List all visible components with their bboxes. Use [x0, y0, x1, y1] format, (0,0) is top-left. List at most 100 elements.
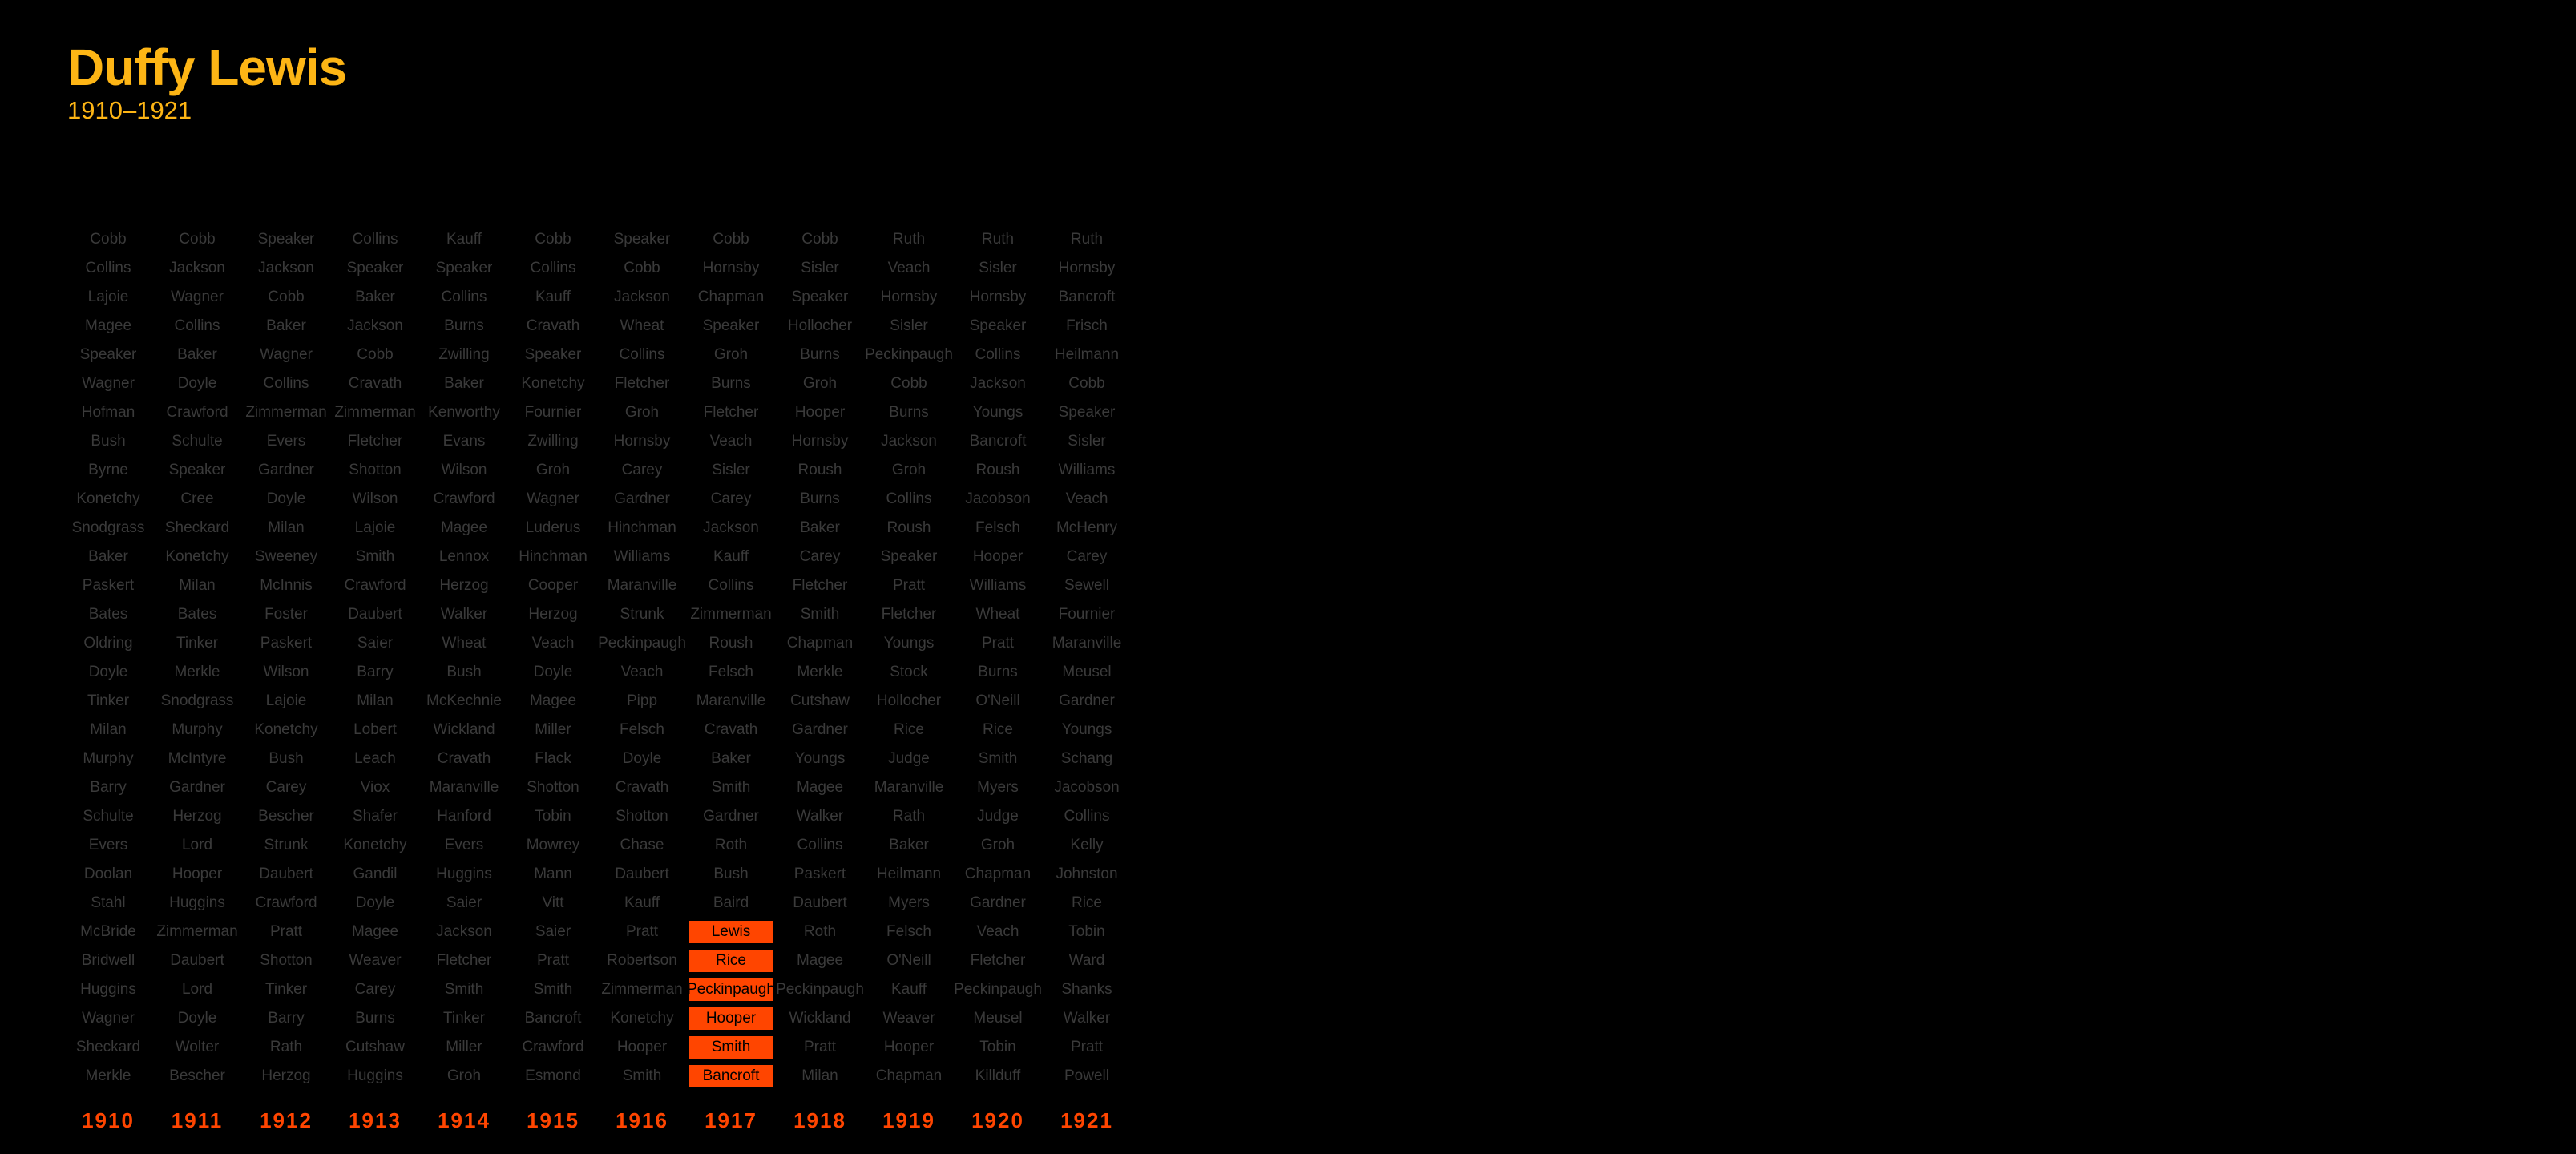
- name-cell: Hooper: [172, 866, 223, 882]
- name-cell: Evers: [266, 433, 306, 450]
- name-cell: Collins: [263, 375, 309, 392]
- name-cell: Wagner: [171, 288, 224, 305]
- name-cell: Milan: [801, 1067, 838, 1084]
- name-cell: Cobb: [535, 231, 571, 248]
- name-cell: Carey: [265, 779, 307, 796]
- name-cell: Cravath: [704, 721, 758, 738]
- name-cell: Strunk: [264, 837, 309, 853]
- name-cell: Ruth: [981, 231, 1015, 248]
- name-cell: Speaker: [969, 317, 1027, 334]
- name-cell: Speaker: [1058, 404, 1116, 421]
- name-cell: Hornsby: [702, 260, 760, 276]
- name-cell: Lajoie: [87, 288, 129, 305]
- name-cell: Wagner: [82, 375, 135, 392]
- name-cell: Burns: [355, 1010, 395, 1027]
- name-cell: Wilson: [441, 462, 487, 478]
- name-cell: Collins: [174, 317, 220, 334]
- name-cell: Walker: [440, 606, 488, 623]
- name-cell: Cobb: [90, 231, 127, 248]
- highlighted-name-cell: Peckinpaugh: [689, 978, 773, 1001]
- year-label: 1916: [616, 1108, 668, 1132]
- name-cell: Fletcher: [436, 952, 492, 969]
- name-cell: Evers: [444, 837, 484, 853]
- name-cell: Rice: [1071, 894, 1102, 911]
- name-cell: Fletcher: [881, 606, 937, 623]
- name-cell: Roth: [714, 837, 748, 853]
- name-cell: Groh: [446, 1067, 482, 1084]
- name-cell: Meusel: [973, 1010, 1023, 1027]
- name-cell: Chapman: [786, 635, 854, 652]
- name-cell: Williams: [969, 577, 1027, 594]
- name-cell: Baker: [177, 346, 217, 363]
- name-cell: Smith: [711, 779, 751, 796]
- name-cell: Powell: [1064, 1067, 1109, 1084]
- name-cell: Burns: [444, 317, 484, 334]
- year-label: 1914: [438, 1108, 491, 1132]
- name-cell: Zimmerman: [690, 606, 772, 623]
- year-label: 1921: [1060, 1108, 1113, 1132]
- name-cell: Strunk: [620, 606, 664, 623]
- name-cell: Smith: [355, 548, 395, 565]
- name-cell: Viox: [360, 779, 390, 796]
- year-label: 1911: [171, 1108, 224, 1132]
- name-cell: Hinchman: [519, 548, 587, 565]
- name-cell: Chapman: [875, 1067, 943, 1084]
- name-cell: Gardner: [792, 721, 848, 738]
- name-cell: Jackson: [614, 288, 670, 305]
- name-cell: Paskert: [793, 866, 846, 882]
- name-cell: Doyle: [533, 664, 573, 680]
- name-cell: Gardner: [169, 779, 225, 796]
- name-cell: Flack: [535, 750, 571, 767]
- name-cell: Fletcher: [703, 404, 759, 421]
- name-cell: Crawford: [522, 1039, 584, 1055]
- name-cell: Baker: [88, 548, 128, 565]
- name-cell: Collins: [797, 837, 843, 853]
- name-cell: Schulte: [172, 433, 223, 450]
- name-cell: Cravath: [615, 779, 669, 796]
- name-cell: Kauff: [535, 288, 571, 305]
- name-cell: Doolan: [83, 866, 133, 882]
- name-cell: Youngs: [794, 750, 846, 767]
- name-cell: McKechnie: [426, 692, 502, 709]
- name-cell: Collins: [85, 260, 131, 276]
- highlighted-name-cell: Rice: [689, 950, 773, 972]
- name-cell: Gardner: [614, 490, 670, 507]
- name-cell: Jackson: [703, 519, 759, 536]
- name-cell: Roth: [803, 923, 837, 940]
- name-cell: Rice: [893, 721, 924, 738]
- name-cell: Konetchy: [343, 837, 407, 853]
- name-cell: Bush: [446, 664, 482, 680]
- name-cell: Collins: [1064, 808, 1110, 825]
- name-cell: Baker: [355, 288, 395, 305]
- name-cell: Fletcher: [792, 577, 848, 594]
- name-cell: Smith: [444, 981, 484, 998]
- name-cell: Groh: [713, 346, 749, 363]
- name-cell: McHenry: [1056, 519, 1117, 536]
- name-cell: Groh: [624, 404, 660, 421]
- name-cell: Bancroft: [969, 433, 1027, 450]
- name-cell: Ruth: [892, 231, 926, 248]
- name-cell: Vitt: [542, 894, 564, 911]
- name-cell: Gandil: [353, 866, 398, 882]
- name-cell: Zwilling: [438, 346, 490, 363]
- name-cell: Maranville: [874, 779, 944, 796]
- name-cell: Bush: [91, 433, 126, 450]
- name-cell: Cobb: [268, 288, 305, 305]
- name-cell: Miller: [446, 1039, 482, 1055]
- name-cell: Lajoie: [265, 692, 307, 709]
- name-cell: Hanford: [437, 808, 491, 825]
- name-cell: Sisler: [890, 317, 928, 334]
- name-cell: Hinchman: [608, 519, 676, 536]
- name-cell: Judge: [888, 750, 930, 767]
- name-cell: Kenworthy: [428, 404, 500, 421]
- name-cell: Smith: [533, 981, 573, 998]
- name-cell: Smith: [622, 1067, 662, 1084]
- name-cell: Chapman: [964, 866, 1032, 882]
- name-cell: Weaver: [882, 1010, 935, 1027]
- name-cell: Lord: [181, 981, 213, 998]
- name-cell: Daubert: [170, 952, 224, 969]
- name-cell: Shotton: [349, 462, 402, 478]
- name-cell: Bescher: [258, 808, 314, 825]
- name-cell: Speaker: [257, 231, 315, 248]
